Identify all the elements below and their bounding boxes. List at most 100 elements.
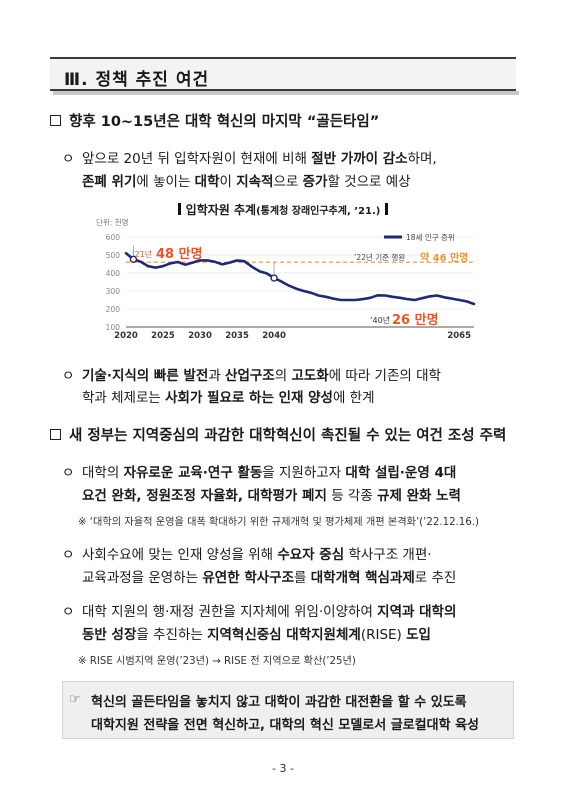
section-title: Ⅲ. 정책 추진 여건 xyxy=(64,70,210,90)
bullet-rise-line2: 동반 성장을 추진하는 지역혁신중심 대학지원체계(RISE) 도입 xyxy=(82,623,431,643)
circle-bullet-icon: ㅇ xyxy=(62,368,75,384)
circle-bullet-icon: ㅇ xyxy=(62,151,75,167)
chart-title-sub: (통계청 장래인구추계, ’21.) xyxy=(256,206,381,217)
note-rise: ※ RISE 시범지역 운영(’23년) → RISE 전 지역으로 확산(’2… xyxy=(78,656,356,667)
page-number: - 3 - xyxy=(272,762,294,775)
annotation-2021: ’21년 48 만명 xyxy=(132,246,203,262)
data-point-2021 xyxy=(129,255,138,264)
section-header: Ⅲ. 정책 추진 여건 xyxy=(50,57,519,95)
text: 등 각종 xyxy=(326,488,378,504)
square-bullet-icon xyxy=(50,429,61,440)
callout-line2: 대학지원 전략을 전면 혁신하고, 대학의 혁신 모델로서 글로컬대학 육성 xyxy=(91,718,479,733)
text: 학사구조 개편· xyxy=(344,547,432,563)
annotation-2040: ’40년 26 만명 xyxy=(370,312,439,328)
bullet-industry-line2: 학과 체제로는 사회가 필요로 하는 인재 양성에 한계 xyxy=(82,386,375,406)
text: 대학 지원의 행·재정 권한을 지자체에 위임·이양하여 xyxy=(82,604,378,620)
chart-title: 입학자원 추계(통계청 장래인구추계, ’21.) xyxy=(0,201,566,218)
bullet-academic-structure-line2: 교육과정을 운영하는 유연한 학사구조를 대학개혁 핵심과제로 추진 xyxy=(82,566,456,586)
heading-golden-time: 향후 10~15년은 대학 혁신의 마지막 “골든타임” xyxy=(50,110,379,131)
x-tick-label: 2030 xyxy=(188,331,212,341)
x-axis: 2020 2025 2030 2035 2040 2065 xyxy=(114,326,474,341)
y-axis: 600 500 400 300 200 100 xyxy=(106,233,121,332)
text: 로 추진 xyxy=(414,570,457,586)
emphasis: 존폐 위기 xyxy=(82,174,137,190)
text: (RISE) xyxy=(360,627,407,643)
x-tick-label: 2065 xyxy=(447,331,471,341)
unit-label: 단위: 천명 xyxy=(96,217,129,227)
x-tick-label: 2020 xyxy=(114,331,138,341)
note-deregulation: ※ ‘대학의 자율적 운영을 대폭 확대하기 위한 규제개혁 및 평가체제 개편… xyxy=(78,517,479,528)
section-header-shadow xyxy=(53,91,519,95)
y-tick-label: 500 xyxy=(106,251,121,260)
data-point-2040 xyxy=(270,274,278,282)
text: 에 놓이는 xyxy=(136,174,195,190)
pointing-hand-icon: ☞ xyxy=(69,692,81,707)
text: 하며, xyxy=(407,151,437,167)
annotation-2040-value: 26 만명 xyxy=(392,312,439,328)
heading-text: 향후 10~15년은 대학 혁신의 마지막 “골든타임” xyxy=(69,114,380,130)
series-points xyxy=(129,245,278,282)
circle-bullet-icon: ㅇ xyxy=(62,547,75,563)
legend: 18세 인구 증위 xyxy=(384,232,455,242)
emphasis: 기술·지식의 빠른 발전 xyxy=(82,368,209,384)
summary-callout: ☞ 혁신의 골든타임을 놓치지 않고 대학이 과감한 대전환을 할 수 있도록 … xyxy=(62,681,514,739)
emphasis: 규제 완화 노력 xyxy=(377,488,461,504)
emphasis: 고도화 xyxy=(291,368,329,384)
text: 학과 체제로는 xyxy=(82,390,166,406)
chart-title-main: 입학자원 추계 xyxy=(185,203,257,217)
text: 을 추진하는 xyxy=(136,627,208,643)
text: 의 xyxy=(274,368,292,384)
x-tick-label: 2025 xyxy=(151,331,175,341)
x-tick-label: 2035 xyxy=(225,331,249,341)
y-tick-label: 100 xyxy=(106,323,121,332)
legend-label: 18세 인구 증위 xyxy=(406,232,455,242)
text: 를 xyxy=(294,570,311,586)
title-bar-left xyxy=(177,203,181,215)
section-header-box: Ⅲ. 정책 추진 여건 xyxy=(50,57,516,91)
bullet-population-line1: ㅇ 앞으로 20년 뒤 입학자원이 현재에 비해 절반 가까이 감소하며, xyxy=(62,147,437,167)
annotation-2040-prefix: ’40년 xyxy=(370,315,390,325)
emphasis: 유연한 학사구조 xyxy=(202,570,295,586)
emphasis: 증가 xyxy=(302,174,328,190)
circle-bullet-icon: ㅇ xyxy=(62,465,75,481)
emphasis: 자유로운 교육·연구 활동 xyxy=(123,465,263,481)
annotation-2021-prefix: ’21년 xyxy=(132,249,152,259)
emphasis: 대학 설립·운영 4대 xyxy=(345,465,457,481)
emphasis: 지역과 대학의 xyxy=(377,604,457,620)
emphasis: 동반 성장 xyxy=(82,627,137,643)
bullet-deregulation-line2: 요건 완화, 정원조정 자율화, 대학평가 폐지 등 각종 규제 완화 노력 xyxy=(82,484,461,504)
emphasis: 지속적 xyxy=(236,174,274,190)
emphasis: 도입 xyxy=(406,627,431,643)
y-tick-label: 600 xyxy=(106,233,121,242)
text: 사회수요에 맞는 인재 양성을 위해 xyxy=(82,547,278,563)
x-tick-label: 2040 xyxy=(262,331,286,341)
bullet-rise-line1: ㅇ 대학 지원의 행·재정 권한을 지자체에 위임·이양하여 지역과 대학의 xyxy=(62,600,456,620)
annotation-2021-value: 48 만명 xyxy=(156,246,203,262)
y-tick-label: 400 xyxy=(106,269,121,278)
emphasis: 사회가 필요로 하는 인재 양성 xyxy=(165,390,333,406)
emphasis: 요건 완화, 정원조정 자율화, 대학평가 폐지 xyxy=(82,488,327,504)
text: 에 따라 기존의 대학 xyxy=(328,368,441,384)
text: 할 것으로 예상 xyxy=(327,174,411,190)
y-tick-label: 200 xyxy=(106,305,121,314)
annotation-reference: ’22년 기준 행원 약 46 만명 xyxy=(354,251,468,264)
heading-text: 새 정부는 지역중심의 과감한 대학혁신이 촉진될 수 있는 여건 조성 주력 xyxy=(69,428,507,444)
bullet-deregulation-line1: ㅇ 대학의 자유로운 교육·연구 활동을 지원하고자 대학 설립·운영 4대 xyxy=(62,461,456,481)
emphasis: 지역혁신중심 대학지원체계 xyxy=(207,627,361,643)
annotation-reference-value: 약 46 만명 xyxy=(420,251,468,264)
text: 으로 xyxy=(273,174,303,190)
text: 앞으로 20년 뒤 입학자원이 현재에 비해 xyxy=(82,151,312,167)
emphasis: 절반 가까이 감소 xyxy=(311,151,408,167)
emphasis: 대학개혁 핵심과제 xyxy=(310,570,415,586)
text: 에 한계 xyxy=(332,390,375,406)
bullet-academic-structure-line1: ㅇ 사회수요에 맞는 인재 양성을 위해 수요자 중심 학사구조 개편· xyxy=(62,543,432,563)
emphasis: 수요자 중심 xyxy=(277,547,345,563)
text: 대학의 xyxy=(82,465,124,481)
heading-new-government: 새 정부는 지역중심의 과감한 대학혁신이 촉진될 수 있는 여건 조성 주력 xyxy=(50,424,506,445)
text: 과 xyxy=(208,368,226,384)
title-bar-right xyxy=(385,203,389,215)
bullet-industry-line1: ㅇ 기술·지식의 빠른 발전과 산업구조의 고도화에 따라 기존의 대학 xyxy=(62,364,441,384)
text: 을 지원하고자 xyxy=(262,465,346,481)
annotation-reference-prefix: ’22년 기준 행원 xyxy=(354,252,405,262)
